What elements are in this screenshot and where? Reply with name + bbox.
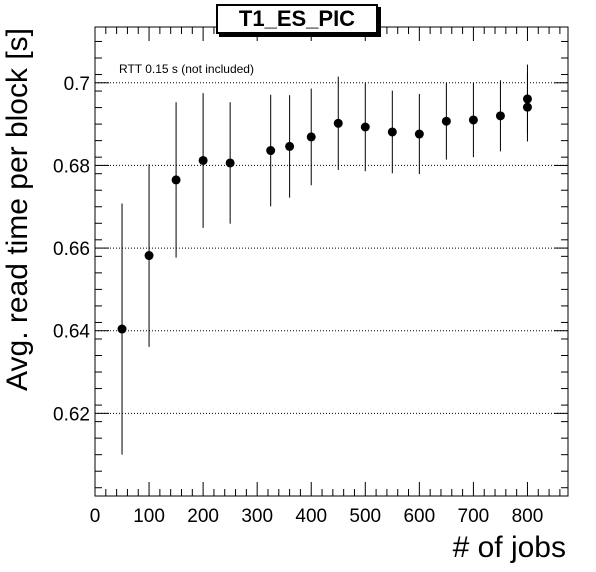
data-point <box>171 175 181 185</box>
y-tick-label: 0.66 <box>53 239 90 260</box>
data-point <box>522 94 532 104</box>
y-axis-label: Avg. read time per block [s] <box>1 28 34 391</box>
y-tick-label: 0.7 <box>64 74 90 95</box>
data-point <box>285 141 295 151</box>
x-tick-label: 800 <box>512 506 544 527</box>
chart-title: T1_ES_PIC <box>216 4 378 34</box>
data-points <box>117 64 532 455</box>
x-tick-label: 500 <box>349 506 381 527</box>
plot-frame <box>94 26 569 497</box>
data-point <box>387 127 397 137</box>
y-tick-label: 0.64 <box>53 322 90 343</box>
data-point <box>414 129 424 139</box>
data-point <box>333 118 343 128</box>
data-point <box>495 111 505 121</box>
x-tick-label: 100 <box>133 506 165 527</box>
grid-lines <box>95 82 568 414</box>
x-tick-label: 300 <box>241 506 273 527</box>
x-tick-label: 700 <box>458 506 490 527</box>
y-tick-label: 0.62 <box>53 404 90 425</box>
x-tick-label: 400 <box>295 506 327 527</box>
data-point <box>441 116 451 126</box>
data-point <box>266 146 276 156</box>
data-point <box>360 122 370 132</box>
data-point <box>198 155 208 165</box>
x-axis-label: # of jobs <box>453 531 566 564</box>
data-point <box>117 324 127 334</box>
x-tick-label: 600 <box>403 506 435 527</box>
data-point <box>306 132 316 142</box>
data-point <box>144 251 154 261</box>
axis-ticks <box>94 27 568 496</box>
y-tick-label: 0.68 <box>53 156 90 177</box>
chart-annotation: RTT 0.15 s (not included) <box>119 62 254 76</box>
data-point <box>225 158 235 168</box>
x-tick-label: 200 <box>187 506 219 527</box>
x-tick-label: 0 <box>90 506 101 527</box>
data-point <box>468 115 478 125</box>
tick-labels: 0.62 0.64 0.66 0.68 0.7 0 100 200 300 400 500 600 70… <box>53 74 543 527</box>
